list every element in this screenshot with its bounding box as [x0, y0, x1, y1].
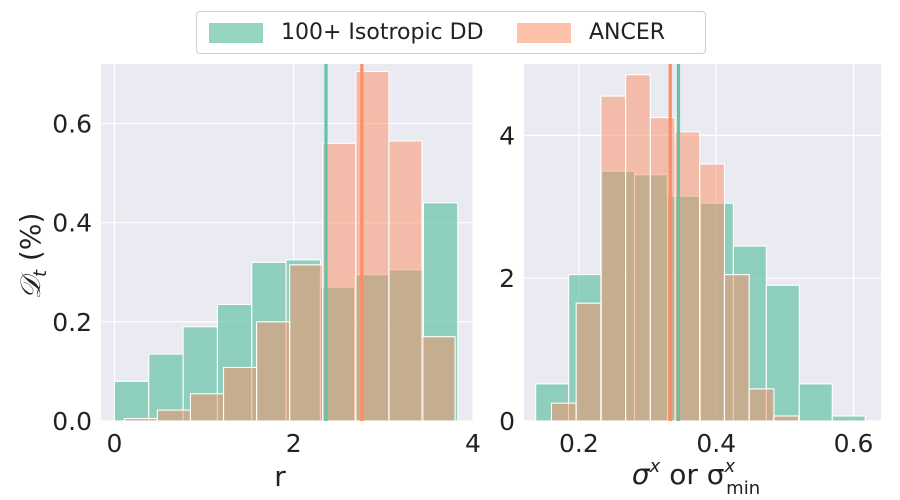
- x-tick-label: 0.6: [834, 429, 874, 458]
- left-y-axis-label: 𝒟t (%): [14, 213, 51, 300]
- left-x-axis-label: r: [274, 460, 286, 493]
- legend-label-isotropic: 100+ Isotropic DD: [281, 20, 484, 45]
- xlabel-sub2: min: [726, 478, 760, 499]
- legend-label-ancer: ANCER: [589, 20, 666, 45]
- ancer-bar: [550, 402, 577, 422]
- y-tick-label: 0.2: [52, 308, 92, 337]
- isotropic-bar: [798, 383, 833, 422]
- y-tick-label: 2: [499, 264, 515, 293]
- ancer-bar: [289, 264, 324, 422]
- right-x-axis-label: σx or σx min: [632, 456, 760, 499]
- ancer-bar: [773, 415, 800, 422]
- legend-entry-isotropic: 100+ Isotropic DD: [209, 12, 484, 53]
- y-tick-label: 0.4: [52, 209, 92, 238]
- ylabel-suffix: (%): [14, 213, 47, 270]
- ylabel-sub: t: [30, 269, 51, 277]
- x-tick-label: 0.2: [559, 429, 599, 458]
- isotropic-bar: [113, 380, 150, 422]
- ancer-bar: [421, 336, 456, 422]
- y-tick-label: 4: [499, 121, 515, 150]
- y-tick-label: 0.0: [52, 407, 92, 436]
- ancer-bar: [575, 302, 602, 422]
- ancer-bar: [322, 142, 357, 422]
- ancer-bar: [748, 388, 775, 422]
- x-tick-label: 4: [465, 429, 481, 458]
- isotropic-bar: [831, 415, 866, 422]
- ancer-bar: [156, 409, 192, 422]
- legend-swatch-ancer: [517, 22, 571, 43]
- xlabel-mid: or σ: [660, 458, 724, 491]
- ancer-bar: [189, 393, 225, 422]
- ancer-bar: [625, 74, 651, 422]
- ancer-bar: [256, 321, 291, 422]
- x-tick-label: 0: [106, 429, 122, 458]
- y-tick-label: 0: [499, 407, 515, 436]
- ancer-bar: [123, 417, 158, 422]
- x-tick-label: 0.4: [696, 429, 736, 458]
- ancer-bar: [600, 95, 627, 422]
- xlabel-sup2: x: [724, 456, 736, 477]
- ancer-bar: [699, 163, 726, 422]
- xlabel-sup: x: [649, 456, 661, 477]
- ancer-bar: [388, 140, 423, 422]
- legend: 100+ Isotropic DD ANCER: [196, 11, 706, 54]
- legend-entry-ancer: ANCER: [517, 12, 665, 53]
- y-tick-label: 0.6: [52, 110, 92, 139]
- ancer-bar: [222, 366, 258, 422]
- x-tick-label: 2: [286, 429, 302, 458]
- right-histogram-panel: 0.2 0.4 0.6 0 2 4: [499, 64, 881, 458]
- ancer-bar: [723, 274, 750, 422]
- left-histogram-panel: 0 2 4 0.0 0.2 0.4 0.6: [52, 64, 481, 458]
- xlabel-sigma: σ: [632, 458, 651, 491]
- legend-swatch-isotropic: [209, 22, 263, 43]
